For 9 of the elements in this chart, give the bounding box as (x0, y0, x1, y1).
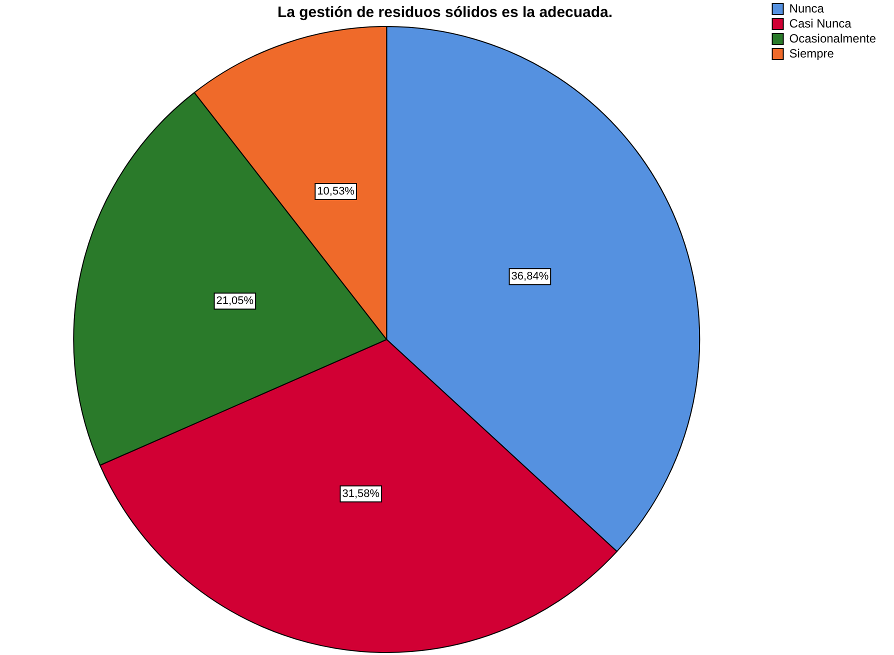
chart-title: La gestión de residuos sólidos es la adecuada. (277, 4, 613, 22)
legend-label: Siempre (789, 46, 834, 60)
legend-label: Nunca (789, 1, 824, 16)
data-label: 21,05% (216, 295, 254, 308)
legend-label: Ocasionalmente (789, 31, 876, 46)
legend-label: Casi Nunca (789, 16, 852, 30)
data-label: 10,53% (317, 186, 355, 198)
data-label: 31,58% (342, 488, 380, 500)
data-label: 36,84% (511, 270, 549, 283)
